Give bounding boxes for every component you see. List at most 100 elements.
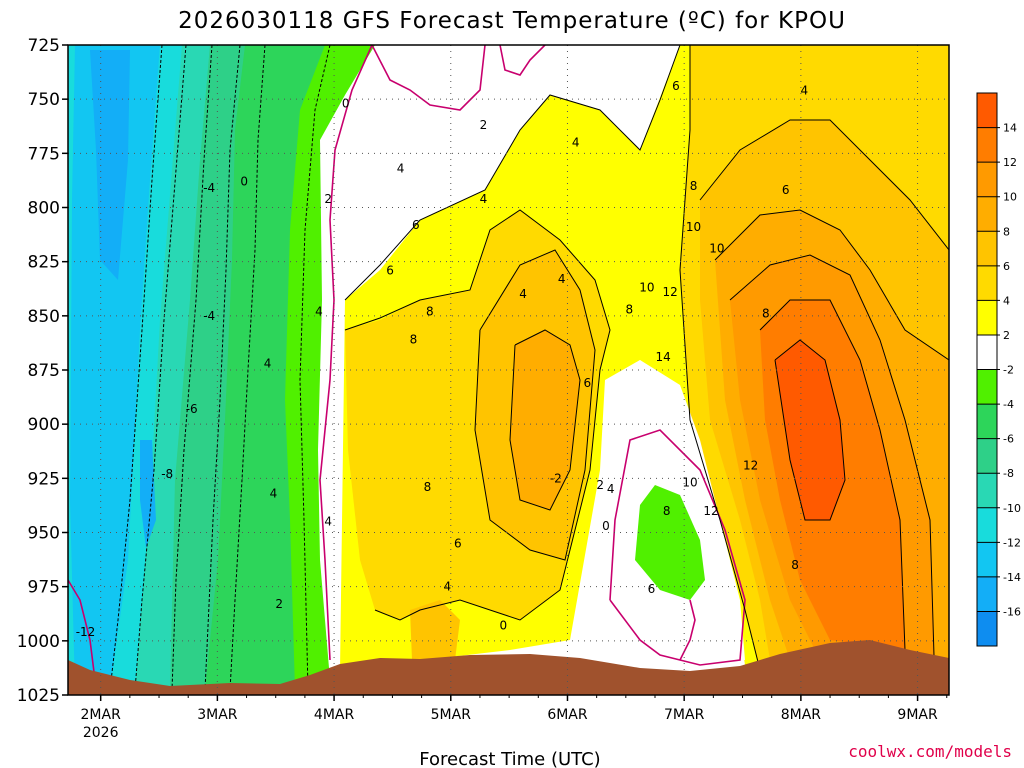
colorbar-swatch (977, 473, 997, 509)
colorbar-swatch (977, 507, 997, 543)
x-tick-label: 5MAR (431, 707, 472, 723)
terrain (68, 640, 949, 695)
y-axis: 725 750 775 800 825 850 875 900 925 950 975 1000 102… (17, 36, 68, 706)
colorbar-label: -6 (1003, 433, 1014, 446)
x-tick-label: 6MAR (547, 707, 588, 723)
colorbar-swatch (977, 162, 997, 198)
colorbar-label: 6 (1003, 260, 1010, 273)
colorbar-label: 8 (1003, 225, 1010, 238)
colorbar-label: 12 (1003, 156, 1017, 169)
contour-plus-4-right (679, 45, 761, 671)
contour-label: 4 (270, 487, 278, 501)
contour-label: 6 (782, 183, 790, 197)
colorbar-swatch (977, 576, 997, 612)
x-tick-label: 8MAR (781, 707, 822, 723)
contour-zero-left-bottom (68, 579, 96, 681)
contour-plus-12-right (759, 299, 906, 651)
colorbar-swatch (977, 231, 997, 267)
colorbar-label: 10 (1003, 191, 1017, 204)
contour-label: 6 (672, 79, 680, 93)
x-tick-label: 9MAR (897, 707, 938, 723)
colorbar-swatch (977, 369, 997, 405)
contour-label: 0 (499, 619, 507, 633)
contour-label: -4 (203, 181, 215, 195)
contour-label: 4 (572, 136, 580, 150)
y-tick-label: 800 (28, 199, 60, 219)
region-minus-16 (90, 50, 130, 280)
x-tick-label: 4MAR (314, 707, 355, 723)
contour-label: 6 (386, 263, 394, 277)
y-tick-label: 975 (28, 578, 60, 598)
contour-label: 4 (264, 357, 272, 371)
credit-link[interactable]: coolwx.com/models (848, 742, 1012, 761)
contour-label: 2 (324, 192, 332, 206)
contour-plus-10-right (729, 254, 936, 691)
contour-label: 8 (663, 504, 671, 518)
contour-minus-6 (204, 45, 241, 691)
region-minus-16b (140, 440, 156, 548)
contour-label: 8 (410, 333, 418, 347)
colorbar-label: -8 (1003, 467, 1014, 480)
contour-label: 8 (762, 307, 770, 321)
contour-plus-6-right (699, 119, 949, 251)
contour-label: 4 (801, 84, 809, 98)
chart-title: 2026030118 GFS Forecast Temperature (ºC)… (178, 8, 846, 34)
y-tick-label: 825 (28, 253, 60, 273)
colorbar-label: 14 (1003, 122, 1017, 135)
colorbar-swatch (977, 542, 997, 578)
colorbar-label: -4 (1003, 398, 1014, 411)
contour-label: -4 (203, 309, 215, 323)
colorbar-swatch (977, 300, 997, 336)
colorbar: 14 12 10 8 6 4 2 -2 -4 -6 -8 -10 -12 -14 -16 (976, 92, 1021, 647)
colorbar-swatch (977, 196, 997, 232)
contour-label: 4 (443, 580, 451, 594)
contour-label: 12 (663, 285, 678, 299)
contour-label: 6 (454, 536, 462, 550)
colorbar-swatch (977, 265, 997, 301)
region-plus-8 (510, 330, 580, 510)
contour-label: -6 (186, 402, 198, 416)
contour-plus-6 (474, 249, 596, 561)
colorbar-swatch (977, 127, 997, 163)
contour-label: 8 (791, 558, 799, 572)
contour-label: 14 (656, 350, 671, 364)
contour-label: 8 (424, 480, 432, 494)
y-tick-label: 850 (28, 307, 60, 327)
contour-plus-2 (344, 45, 681, 301)
colorbar-swatch (977, 93, 997, 129)
colorbar-label: -10 (1003, 502, 1021, 515)
contour-label: 2 (480, 118, 488, 132)
contour-plus-8-right (714, 209, 949, 361)
contour-label: 6 (412, 218, 420, 232)
contour-label: 4 (324, 515, 332, 529)
contour-label: 6 (583, 376, 591, 390)
contour-label: 8 (626, 302, 634, 316)
colorbar-swatch (977, 438, 997, 474)
colorbar-label: -2 (1003, 364, 1014, 377)
y-tick-label: 1025 (17, 686, 60, 706)
x-tick-sublabel: 2026 (83, 725, 119, 741)
contour-zero-pocket-inner (679, 599, 696, 661)
contour-zero-top (371, 45, 486, 111)
contour-zero-top2 (499, 45, 546, 76)
y-tick-label: 950 (28, 524, 60, 544)
x-tick-label: 3MAR (197, 707, 238, 723)
region-cold-pocket-green (635, 485, 705, 600)
contour-minus-12 (109, 45, 163, 691)
colorbar-label: -16 (1003, 605, 1021, 618)
contour-label: -8 (161, 467, 173, 481)
contour-label: 8 (426, 305, 434, 319)
x-tick-label: 7MAR (664, 707, 705, 723)
contour-label: 4 (607, 482, 615, 496)
contour-plus-8 (509, 329, 581, 511)
contour-label: 10 (639, 281, 654, 295)
y-tick-label: 750 (28, 90, 60, 110)
contour-label: -12 (76, 625, 96, 639)
colorbar-label: 4 (1003, 294, 1010, 307)
contour-label: 10 (682, 476, 697, 490)
contour-label: 10 (709, 242, 724, 256)
contour-label: -2 (550, 471, 562, 485)
